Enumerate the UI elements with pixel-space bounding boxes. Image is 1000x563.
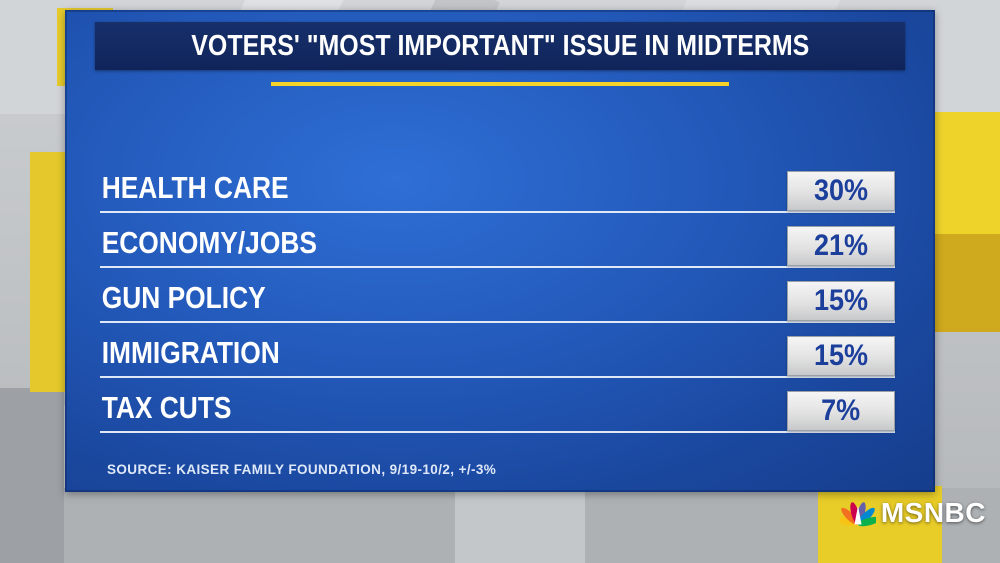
bg-yellow-block — [30, 152, 66, 392]
row-label: IMMIGRATION — [101, 335, 280, 370]
bg-block — [0, 388, 64, 563]
msnbc-wordmark: MSNBC — [880, 497, 986, 528]
msnbc-logo: MSNBC — [839, 492, 986, 534]
value-text: 15% — [813, 339, 869, 372]
value-badge: 30% — [787, 171, 895, 211]
value-badge: 15% — [787, 336, 895, 376]
poll-row: IMMIGRATION 15% — [100, 323, 895, 378]
bg-yellow-block — [932, 234, 1000, 332]
row-label: GUN POLICY — [101, 280, 266, 315]
value-text: 7% — [821, 394, 861, 427]
poll-title: VOTERS' "MOST IMPORTANT" ISSUE IN MIDTER… — [190, 29, 809, 62]
poll-row: ECONOMY/JOBS 21% — [100, 213, 895, 268]
value-badge: 15% — [787, 281, 895, 321]
row-label: ECONOMY/JOBS — [101, 225, 317, 260]
poll-row: TAX CUTS 7% — [100, 378, 895, 433]
poll-row: GUN POLICY 15% — [100, 268, 895, 323]
source-text: SOURCE: KAISER FAMILY FOUNDATION, 9/19-1… — [107, 462, 497, 477]
value-text: 15% — [813, 284, 869, 317]
value-text: 30% — [813, 174, 869, 207]
row-label: HEALTH CARE — [101, 170, 289, 205]
poll-panel: VOTERS' "MOST IMPORTANT" ISSUE IN MIDTER… — [65, 10, 935, 492]
bg-block — [455, 486, 585, 563]
value-text: 21% — [813, 229, 869, 262]
value-badge: 21% — [787, 226, 895, 266]
poll-title-bar: VOTERS' "MOST IMPORTANT" ISSUE IN MIDTER… — [95, 22, 905, 70]
value-badge: 7% — [787, 391, 895, 431]
row-label: TAX CUTS — [101, 390, 232, 425]
poll-rows: HEALTH CARE 30% ECONOMY/JOBS 21% GUN POL… — [100, 158, 895, 433]
bg-yellow-block — [818, 486, 942, 563]
peacock-icon — [839, 502, 876, 527]
bg-yellow-block — [932, 112, 1000, 234]
poll-row: HEALTH CARE 30% — [100, 158, 895, 213]
title-underline — [271, 82, 729, 86]
